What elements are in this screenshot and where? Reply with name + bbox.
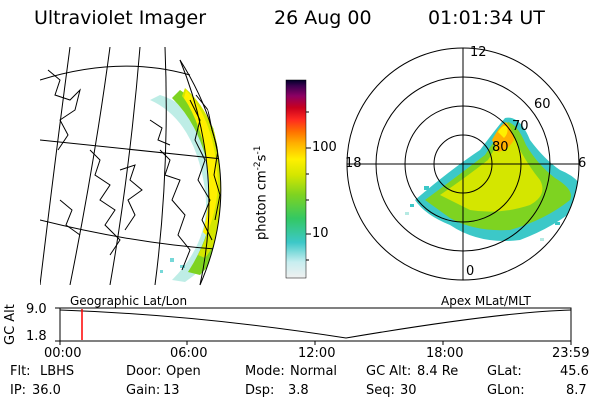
mlt-label-12: 12 — [470, 45, 487, 60]
colorbar — [285, 79, 307, 279]
status-door-value: Open — [166, 364, 201, 379]
status-dsp-value: 3.8 — [288, 383, 309, 398]
time-label: 01:01:34 UT — [428, 7, 545, 29]
status-dsp-label: Dsp: — [245, 383, 275, 398]
earth-limb — [179, 59, 222, 286]
status-seq-value: 30 — [400, 383, 417, 398]
timeline-xtick: 23:59 — [552, 346, 590, 361]
timeline-ymin: 1.8 — [26, 329, 47, 344]
status-door-label: Door: — [126, 364, 162, 379]
status-mode-value: Normal — [290, 364, 338, 379]
status-gain-label: Gain: — [126, 383, 161, 398]
instrument-title: Ultraviolet Imager — [34, 7, 207, 29]
right-panel-label: Apex MLat/MLT — [441, 294, 531, 308]
status-seq-label: Seq: — [366, 383, 395, 398]
mlt-label-6: 6 — [578, 156, 587, 171]
colorbar-ticks — [306, 111, 311, 261]
status-glon-label: GLon: — [487, 383, 525, 398]
polar-plot — [346, 47, 580, 281]
timeline-ylabel: GC Alt — [3, 304, 18, 345]
status-glat-label: GLat: — [487, 364, 522, 379]
status-gcalt-label: GC Alt: — [366, 364, 412, 379]
timeline-xtick: 00:00 — [44, 346, 82, 361]
status-gcalt-value: 8.4 Re — [417, 364, 459, 379]
timeline-xtick: 18:00 — [426, 346, 464, 361]
timeline-xtick: 12:00 — [298, 346, 336, 361]
status-gain-value: 13 — [163, 383, 180, 398]
geographic-map — [40, 47, 221, 285]
timeline-xtick: 06:00 — [170, 346, 208, 361]
status-glon-value: 8.7 — [566, 383, 587, 398]
status-glat-value: 45.6 — [560, 364, 589, 379]
status-flt-label: Flt: — [10, 364, 31, 379]
lat-label-60: 60 — [534, 97, 551, 112]
mlt-label-0: 0 — [466, 264, 475, 279]
lat-label-70: 70 — [512, 119, 529, 134]
colorbar-tick-100: 100 — [312, 140, 337, 155]
colorbar-tick-10: 10 — [312, 226, 329, 241]
left-panel-label: Geographic Lat/Lon — [70, 294, 188, 308]
colorbar-unit-label: photon cm-2s-1 — [253, 145, 270, 240]
mlt-label-18: 18 — [345, 156, 362, 171]
status-mode-label: Mode: — [245, 364, 285, 379]
status-ip-label: IP: — [10, 383, 27, 398]
date-label: 26 Aug 00 — [274, 7, 372, 29]
status-ip-value: 36.0 — [32, 383, 61, 398]
altitude-timeline — [55, 307, 572, 345]
lat-label-80: 80 — [492, 140, 509, 155]
status-flt-value: LBHS — [40, 364, 75, 379]
timeline-ymax: 9.0 — [26, 302, 47, 317]
